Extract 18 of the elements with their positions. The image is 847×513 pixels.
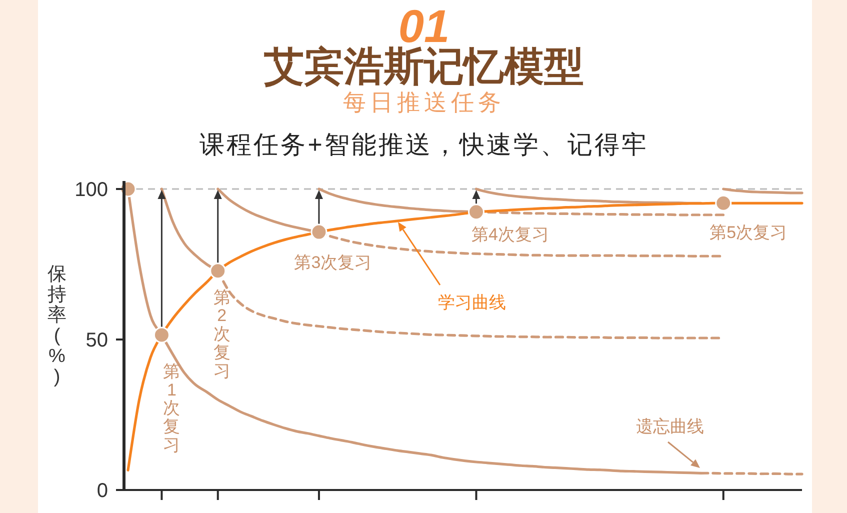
annotation: 第2次复习 xyxy=(213,288,230,380)
point xyxy=(715,194,732,212)
point xyxy=(153,326,170,344)
annotation: 遗忘曲线 xyxy=(636,417,704,436)
point xyxy=(468,204,484,220)
annotation: 第3次复习 xyxy=(294,253,372,272)
annotation: 第5次复习 xyxy=(710,223,788,242)
y-tick-label: 50 xyxy=(86,330,108,352)
point xyxy=(310,224,328,240)
annotation: 第1次复习 xyxy=(163,362,180,454)
annotation: 第4次复习 xyxy=(472,224,549,244)
chart-subtitle: 每日推送任务 xyxy=(343,89,505,115)
y-axis-title: 保持率(%) xyxy=(48,264,66,388)
y-tick-label: 100 xyxy=(74,179,108,201)
point xyxy=(210,262,226,280)
y-tick-label: 0 xyxy=(96,480,108,502)
annotation: 学习曲线 xyxy=(438,293,506,312)
text: 课程任务+智能推送，快速学、记得牢 xyxy=(200,131,648,159)
